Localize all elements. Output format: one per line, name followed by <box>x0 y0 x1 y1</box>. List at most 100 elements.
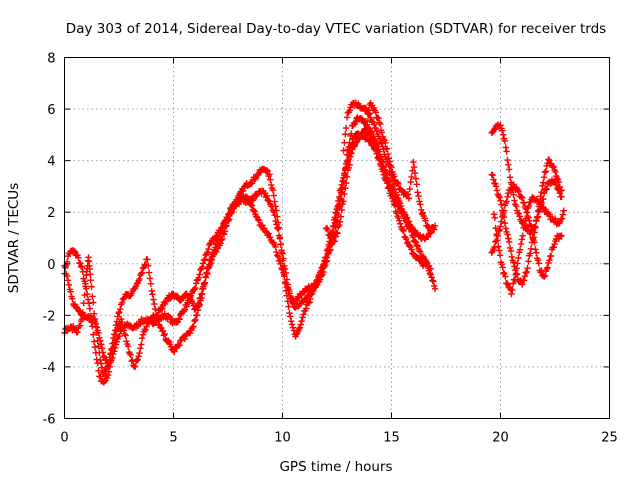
data-point <box>65 281 73 289</box>
data-point <box>263 167 271 174</box>
data-point <box>201 256 209 263</box>
data-point <box>221 228 229 235</box>
data-point <box>518 193 525 201</box>
data-point <box>555 178 563 186</box>
data-point <box>124 342 132 350</box>
data-point <box>131 363 139 370</box>
data-point <box>499 264 506 271</box>
data-point <box>546 211 553 219</box>
data-point <box>410 158 417 166</box>
data-point <box>243 193 250 201</box>
data-point <box>494 237 501 244</box>
data-point <box>538 189 545 196</box>
data-point <box>268 202 276 210</box>
x-tick-label: 25 <box>601 431 618 446</box>
data-point <box>334 230 341 237</box>
data-point <box>546 256 553 264</box>
data-point <box>380 146 387 153</box>
data-point <box>501 219 509 227</box>
data-point <box>532 246 539 253</box>
data-point <box>540 173 548 181</box>
data-point <box>543 186 550 193</box>
data-point <box>378 140 386 147</box>
data-point <box>248 180 256 187</box>
data-point <box>532 224 539 232</box>
data-point <box>118 299 126 306</box>
data-point <box>136 349 143 357</box>
data-point <box>506 238 513 246</box>
data-point <box>192 284 199 292</box>
data-point <box>134 356 141 363</box>
data-point <box>269 186 277 194</box>
plot-frame <box>64 57 610 419</box>
data-point <box>295 325 303 333</box>
data-point <box>334 203 341 211</box>
data-point <box>385 162 393 169</box>
data-point <box>341 139 348 146</box>
x-tick-label: 20 <box>492 431 509 446</box>
data-point <box>312 281 319 288</box>
y-tick-label: -6 <box>43 413 56 428</box>
data-point <box>512 202 520 210</box>
data-point <box>120 327 127 334</box>
data-point <box>82 283 89 290</box>
data-point <box>431 282 438 290</box>
data-point <box>138 341 145 348</box>
data-point <box>346 161 353 168</box>
data-point <box>87 276 94 284</box>
data-point <box>406 185 414 193</box>
data-point <box>519 194 526 202</box>
data-point <box>288 298 296 305</box>
data-point <box>289 324 297 331</box>
y-tick-label: 6 <box>47 103 55 118</box>
data-point <box>510 259 517 266</box>
data-point <box>278 247 285 254</box>
data-point <box>181 335 189 343</box>
data-point <box>266 171 273 178</box>
y-tick-label: 8 <box>47 52 55 67</box>
data-point <box>558 193 565 200</box>
data-point <box>98 364 106 371</box>
data-point <box>520 199 528 207</box>
data-point <box>199 260 207 267</box>
data-point <box>89 293 96 300</box>
data-point <box>427 265 434 272</box>
data-point <box>509 280 517 287</box>
data-point <box>202 274 209 281</box>
data-point <box>332 233 339 240</box>
data-point <box>376 135 384 143</box>
data-point <box>342 179 350 187</box>
data-point <box>417 201 424 208</box>
data-point <box>167 294 175 301</box>
series-track-5 <box>340 99 413 232</box>
data-point <box>204 248 211 256</box>
data-point <box>416 247 423 255</box>
data-point <box>324 226 332 234</box>
data-point <box>506 244 514 252</box>
data-point <box>207 259 215 267</box>
data-point <box>97 373 104 380</box>
data-point <box>145 262 152 269</box>
data-point <box>135 352 142 360</box>
data-point <box>527 222 535 230</box>
data-point <box>337 213 345 220</box>
data-point <box>160 332 168 339</box>
data-point <box>431 222 439 229</box>
data-point <box>67 288 74 295</box>
data-point <box>296 324 304 331</box>
data-point <box>556 183 563 191</box>
data-point <box>199 283 207 290</box>
data-point <box>338 206 345 214</box>
data-point <box>339 178 346 185</box>
data-point <box>524 264 531 272</box>
data-point <box>111 339 118 347</box>
data-point <box>116 332 123 340</box>
data-point <box>412 239 420 246</box>
data-point <box>407 178 414 186</box>
data-point <box>495 192 502 200</box>
data-point <box>497 223 504 230</box>
data-point <box>101 368 108 376</box>
data-point <box>310 285 318 292</box>
data-point <box>110 344 117 351</box>
data-point <box>196 271 203 278</box>
